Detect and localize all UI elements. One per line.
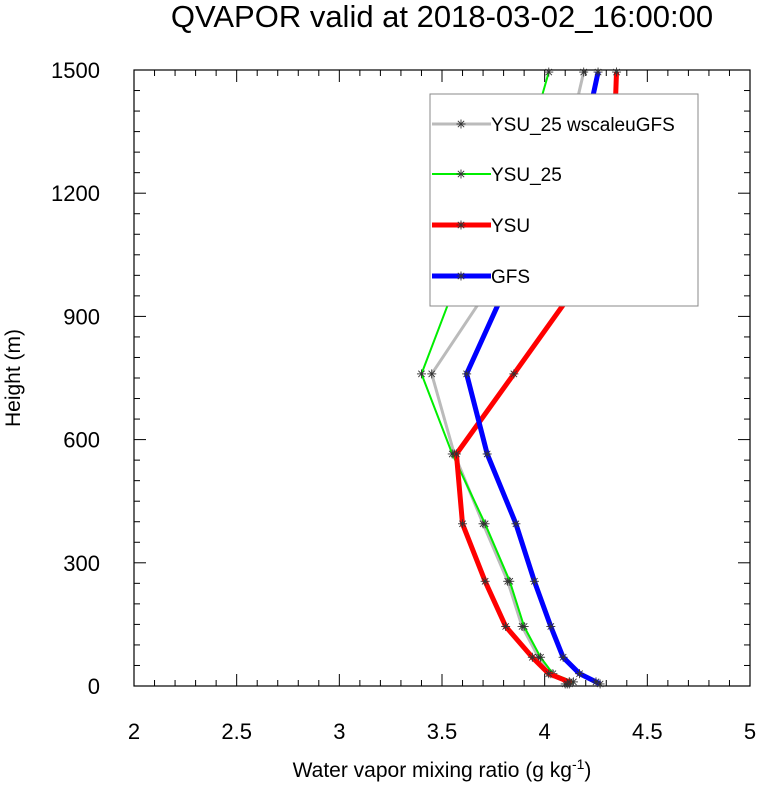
legend-entry: YSU_25 wscaleuGFS — [432, 115, 675, 136]
series-4-point — [511, 519, 521, 529]
x-tick-label: 2 — [128, 719, 140, 744]
series-4-point — [575, 669, 585, 679]
x-tick-label: 3 — [333, 719, 345, 744]
series-2-point — [416, 369, 426, 379]
x-axis-label-exponent: -1 — [572, 756, 585, 772]
x-axis-ticks — [133, 70, 751, 686]
legend-entry: YSU — [432, 216, 530, 237]
legend-label: YSU_25 wscaleuGFS — [491, 115, 675, 136]
y-tick-label: 0 — [88, 674, 100, 699]
y-tick-label: 600 — [63, 428, 100, 453]
legend: YSU_25 wscaleuGFS YSU_25 YSU GFS — [429, 93, 699, 307]
x-tick-label: 4 — [539, 719, 551, 744]
series-2-point — [519, 621, 529, 631]
series-2-point — [544, 67, 554, 77]
series-4-point — [482, 449, 492, 459]
series-2-point — [536, 652, 546, 662]
series-4-point — [462, 369, 472, 379]
series-3-point — [564, 677, 574, 687]
series-1-point — [579, 67, 589, 77]
series-4-point — [546, 621, 556, 631]
x-tick-label: 2.5 — [221, 719, 252, 744]
x-tick-label: 3.5 — [427, 719, 458, 744]
series-2-point — [480, 519, 490, 529]
series-3-point — [501, 621, 511, 631]
chart-title: QVAPOR valid at 2018-03-02_16:00:00 — [171, 0, 713, 34]
y-tick-label: 900 — [63, 304, 100, 329]
y-tick-label: 300 — [63, 551, 100, 576]
series-4-point — [593, 67, 603, 77]
series-4-point — [529, 576, 539, 586]
y-tick-label: 1500 — [51, 58, 100, 83]
y-axis-tick-labels: 0 300 600 900 1200 1500 — [51, 58, 100, 699]
series-4-point — [558, 652, 568, 662]
series-2-point — [505, 576, 515, 586]
series-3-point — [451, 449, 461, 459]
legend-label: YSU_25 — [491, 165, 562, 186]
legend-entry: GFS — [432, 267, 530, 288]
series-3-point — [612, 67, 622, 77]
y-tick-label: 1200 — [51, 181, 100, 206]
series-3-point — [480, 576, 490, 586]
legend-label: GFS — [491, 267, 530, 288]
legend-label: YSU — [491, 216, 530, 237]
x-axis-tick-labels: 2 2.5 3 3.5 4 4.5 5 — [128, 719, 756, 744]
x-tick-label: 5 — [744, 719, 756, 744]
legend-marker — [456, 119, 466, 129]
y-axis-label: Height (m) — [2, 329, 25, 427]
series-3-point — [458, 519, 468, 529]
legend-entry: YSU_25 — [432, 165, 562, 186]
series-1-point — [427, 369, 437, 379]
legend-entries: YSU_25 wscaleuGFS YSU_25 YSU GFS — [432, 115, 675, 288]
series-3-point — [544, 669, 554, 679]
x-axis-label: Water vapor mixing ratio (g kg-1) — [293, 756, 592, 782]
series-4-point — [591, 677, 601, 687]
series-3-point — [509, 369, 519, 379]
legend-box — [429, 93, 699, 307]
legend-marker — [456, 169, 466, 179]
legend-marker — [456, 220, 466, 230]
legend-marker — [456, 271, 466, 281]
y-axis-ticks — [134, 69, 750, 687]
x-tick-label: 4.5 — [632, 719, 663, 744]
series-3-point — [527, 652, 537, 662]
